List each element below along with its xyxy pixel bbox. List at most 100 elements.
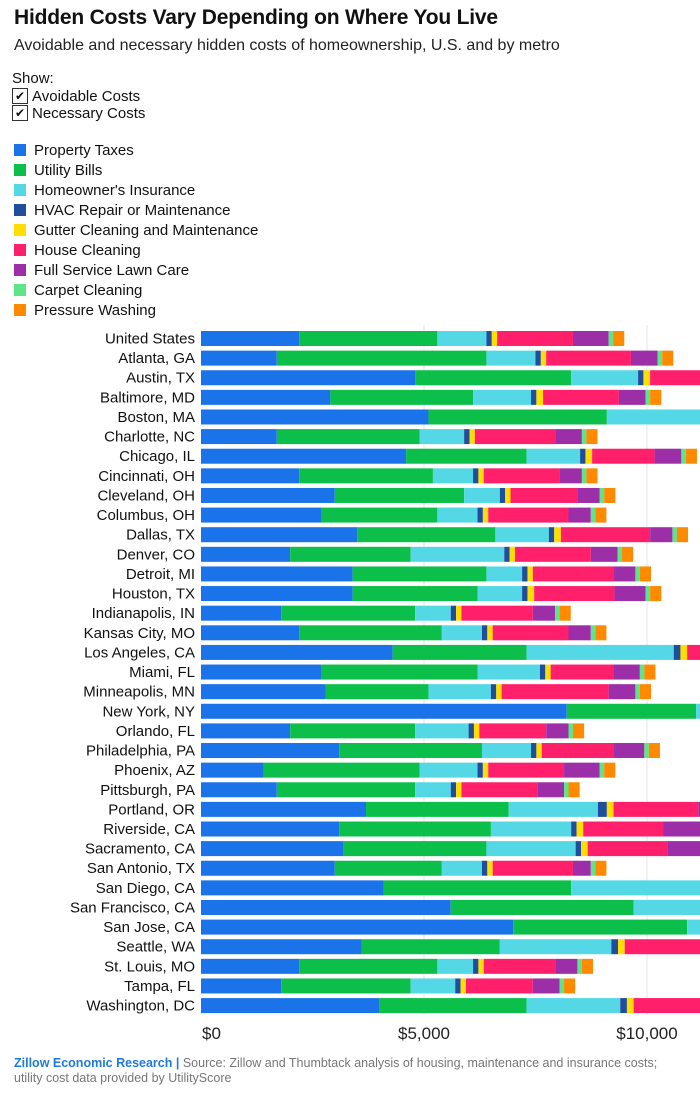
bar-segment: Boston, MA — Homeowner's Insurance: 2300 bbox=[606, 409, 700, 425]
legend-label: Utility Bills bbox=[34, 161, 103, 179]
bar-segment: Cleveland, OH — Full Service Lawn Care: … bbox=[577, 487, 600, 503]
bar-segment: Pittsburgh, PA — Utility Bills: 3100 bbox=[276, 782, 416, 798]
legend-item-property-taxes[interactable]: Property Taxes bbox=[14, 140, 258, 160]
bar-segment: San Diego, CA — Utility Bills: 4200 bbox=[383, 880, 572, 896]
avoidable-costs-label: Avoidable Costs bbox=[32, 87, 141, 105]
bar-segment: San Antonio, TX — Homeowner's Insurance:… bbox=[441, 860, 482, 876]
bar-segment: Philadelphia, PA — HVAC Repair or Mainte… bbox=[531, 743, 537, 759]
bar-segment: Riverside, CA — House Cleaning: 1800 bbox=[583, 821, 664, 837]
bar-segment: Detroit, MI — Homeowner's Insurance: 800 bbox=[486, 566, 523, 582]
legend-label: House Cleaning bbox=[34, 241, 141, 259]
bar-segment: Orlando, FL — HVAC Repair or Maintenance… bbox=[468, 723, 474, 739]
category-label: Tampa, FL bbox=[124, 978, 195, 995]
legend-item-lawn-care[interactable]: Full Service Lawn Care bbox=[14, 260, 258, 280]
bar-segment: Chicago, IL — Full Service Lawn Care: 60… bbox=[654, 448, 682, 464]
bar-segment: Detroit, MI — HVAC Repair or Maintenance… bbox=[522, 566, 528, 582]
legend-item-carpet-cleaning[interactable]: Carpet Cleaning bbox=[14, 280, 258, 300]
bar-segment: Cleveland, OH — Pressure Washing: 250 bbox=[604, 487, 616, 503]
stacked-bar-chart: United States United States — Property Ta… bbox=[70, 325, 700, 1043]
bar-segment: Sacramento, CA — HVAC Repair or Maintena… bbox=[575, 841, 581, 857]
legend-item-gutter-cleaning[interactable]: Gutter Cleaning and Maintenance bbox=[14, 220, 258, 240]
category-label: San Jose, CA bbox=[103, 919, 195, 936]
bar-segment: Houston, TX — Utility Bills: 2800 bbox=[352, 586, 478, 602]
bar-segment: Charlotte, NC — Carpet Cleaning: 100 bbox=[581, 429, 587, 445]
bar-segment: St. Louis, MO — Full Service Lawn Care: … bbox=[555, 958, 578, 974]
bar-segment: Chicago, IL — Homeowner's Insurance: 120… bbox=[526, 448, 581, 464]
bar-segment: Charlotte, NC — Property Taxes: 1700 bbox=[201, 429, 277, 445]
bar-segment: Charlotte, NC — Homeowner's Insurance: 1… bbox=[419, 429, 465, 445]
category-label: Philadelphia, PA bbox=[86, 743, 195, 760]
bar-segment: Chicago, IL — Utility Bills: 2700 bbox=[406, 448, 527, 464]
bar-segment: Charlotte, NC — Gutter Cleaning and Main… bbox=[469, 429, 475, 445]
category-label: Los Angeles, CA bbox=[84, 644, 195, 661]
legend-label: Homeowner's Insurance bbox=[34, 181, 196, 199]
category-label: Orlando, FL bbox=[116, 723, 195, 740]
bar-segment: St. Louis, MO — Property Taxes: 2200 bbox=[201, 958, 300, 974]
bar-segment: Portland, OR — Property Taxes: 3700 bbox=[201, 801, 367, 817]
bar-segment: Washington, DC — Gutter Cleaning and Mai… bbox=[626, 998, 634, 1014]
bar-segment: United States — Full Service Lawn Care: … bbox=[572, 331, 609, 346]
bar-segment: Cincinnati, OH — Property Taxes: 2200 bbox=[201, 468, 300, 484]
bar-segment: Orlando, FL — House Cleaning: 1500 bbox=[479, 723, 547, 739]
bar-segment: Minneapolis, MN — Property Taxes: 2800 bbox=[201, 684, 326, 700]
category-label: Minneapolis, MN bbox=[83, 684, 195, 701]
bar-segment: Philadelphia, PA — Utility Bills: 3200 bbox=[339, 743, 482, 759]
bar-segment: Charlotte, NC — Pressure Washing: 250 bbox=[586, 429, 598, 445]
bar-segment: Houston, TX — Carpet Cleaning: 100 bbox=[645, 586, 651, 602]
bar-segment: San Jose, CA — Utility Bills: 3900 bbox=[513, 919, 688, 935]
category-label: United States bbox=[105, 331, 195, 348]
legend-label: Gutter Cleaning and Maintenance bbox=[34, 221, 259, 239]
bar-segment: Indianapolis, IN — Pressure Washing: 250 bbox=[559, 605, 571, 621]
bar-segment: Riverside, CA — Property Taxes: 3100 bbox=[201, 821, 340, 837]
legend-item-pressure-washing[interactable]: Pressure Washing bbox=[14, 300, 258, 320]
bar-segment: Dallas, TX — HVAC Repair or Maintenance:… bbox=[548, 527, 555, 543]
bar-segment: Pittsburgh, PA — Homeowner's Insurance: … bbox=[415, 782, 451, 798]
bar-segment: Denver, CO — Pressure Washing: 250 bbox=[622, 546, 634, 562]
bar-segment: Portland, OR — Full Service Lawn Care: 1… bbox=[698, 801, 700, 817]
bar-segment: Houston, TX — Property Taxes: 3400 bbox=[201, 586, 353, 602]
bar-segment: Atlanta, GA — Homeowner's Insurance: 110… bbox=[486, 350, 536, 366]
bar-segment: Dallas, TX — Homeowner's Insurance: 1200 bbox=[495, 527, 549, 543]
bar-segment: Orlando, FL — Homeowner's Insurance: 120… bbox=[415, 723, 469, 739]
bar-segment: Columbus, OH — Gutter Cleaning and Maint… bbox=[482, 507, 489, 523]
bar-segment: Riverside, CA — Full Service Lawn Care: … bbox=[663, 821, 700, 837]
legend-item-hvac-repair[interactable]: HVAC Repair or Maintenance bbox=[14, 200, 258, 220]
legend-item-house-cleaning[interactable]: House Cleaning bbox=[14, 240, 258, 260]
legend-item-utility-bills[interactable]: Utility Bills bbox=[14, 160, 258, 180]
bar-segment: Tampa, FL — Gutter Cleaning and Maintena… bbox=[460, 978, 466, 994]
bar-segment: Seattle, WA — Property Taxes: 3600 bbox=[201, 939, 362, 955]
bar-segment: Pittsburgh, PA — Gutter Cleaning and Mai… bbox=[456, 782, 462, 798]
bar-segment: Charlotte, NC — Utility Bills: 3200 bbox=[276, 429, 420, 445]
bar-segment: Washington, DC — HVAC Repair or Maintena… bbox=[620, 998, 627, 1014]
bar-segment: Cleveland, OH — House Cleaning: 1500 bbox=[510, 487, 578, 503]
bar-segment: Sacramento, CA — Property Taxes: 3200 bbox=[201, 841, 344, 857]
necessary-costs-checkbox[interactable]: ✔ Necessary Costs bbox=[12, 104, 145, 122]
bar-segment: Chicago, IL — Gutter Cleaning and Mainte… bbox=[585, 448, 593, 464]
bar-segment: Austin, TX — Property Taxes: 4800 bbox=[201, 370, 416, 386]
bar-segment: Pittsburgh, PA — House Cleaning: 1700 bbox=[461, 782, 538, 798]
bar-segment: Denver, CO — Gutter Cleaning and Mainten… bbox=[509, 546, 515, 562]
bar-segment: St. Louis, MO — Homeowner's Insurance: 8… bbox=[437, 958, 474, 974]
bar-segment: United States — HVAC Repair or Maintenan… bbox=[486, 331, 492, 346]
category-label: Riverside, CA bbox=[103, 821, 195, 838]
bar-segment: Dallas, TX — Utility Bills: 3100 bbox=[357, 527, 496, 543]
legend-item-homeowners-insurance[interactable]: Homeowner's Insurance bbox=[14, 180, 258, 200]
bar-segment: Los Angeles, CA — HVAC Repair or Mainten… bbox=[673, 644, 681, 660]
bar-segment: Portland, OR — HVAC Repair or Maintenanc… bbox=[597, 801, 607, 817]
bar-segment: Houston, TX — Full Service Lawn Care: 70… bbox=[614, 586, 646, 602]
bar-segment: Denver, CO — Full Service Lawn Care: 600 bbox=[590, 546, 618, 562]
legend-swatch bbox=[14, 184, 26, 196]
bar-segment: Dallas, TX — Full Service Lawn Care: 500 bbox=[650, 527, 673, 543]
bar-segment: Columbus, OH — Homeowner's Insurance: 90… bbox=[437, 507, 478, 523]
bar-segment: Kansas City, MO — Pressure Washing: 250 bbox=[595, 625, 607, 641]
bar-segment: St. Louis, MO — Gutter Cleaning and Main… bbox=[478, 958, 484, 974]
bar-segment: Miami, FL — Full Service Lawn Care: 600 bbox=[613, 664, 640, 680]
category-label: Cincinnati, OH bbox=[98, 468, 195, 485]
bar-segment: Indianapolis, IN — Homeowner's Insurance… bbox=[415, 605, 451, 621]
bar-segment: Baltimore, MD — House Cleaning: 1700 bbox=[543, 389, 619, 405]
avoidable-costs-checkbox[interactable]: ✔ Avoidable Costs bbox=[12, 87, 140, 105]
bar-segment: Miami, FL — Pressure Washing: 250 bbox=[644, 664, 656, 680]
bar-segment: Phoenix, AZ — Homeowner's Insurance: 130… bbox=[419, 762, 478, 778]
bar-segment: Denver, CO — HVAC Repair or Maintenance:… bbox=[504, 546, 510, 562]
chart-subtitle: Avoidable and necessary hidden costs of … bbox=[14, 37, 560, 54]
